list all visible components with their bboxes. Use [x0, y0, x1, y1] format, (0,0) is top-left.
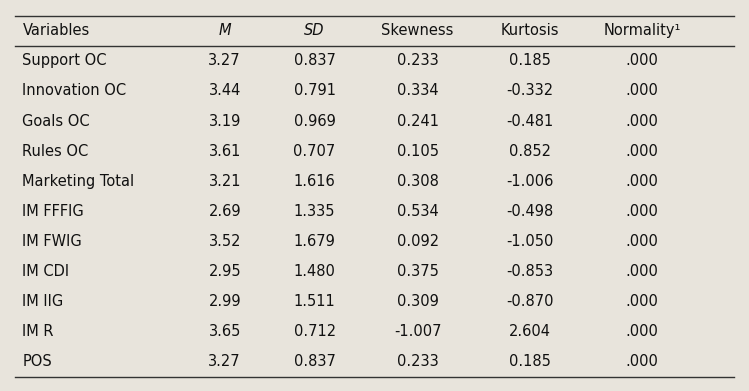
Text: 0.712: 0.712 [294, 324, 336, 339]
Text: -0.853: -0.853 [506, 264, 554, 279]
Text: IM R: IM R [22, 324, 54, 339]
Text: -0.332: -0.332 [506, 83, 554, 99]
Text: .000: .000 [626, 294, 658, 309]
Text: .000: .000 [626, 234, 658, 249]
Text: -0.498: -0.498 [506, 204, 554, 219]
Text: 0.791: 0.791 [294, 83, 336, 99]
Text: IM FWIG: IM FWIG [22, 234, 82, 249]
Text: Support OC: Support OC [22, 53, 107, 68]
Text: Variables: Variables [22, 23, 90, 38]
Text: Innovation OC: Innovation OC [22, 83, 127, 99]
Text: IM CDI: IM CDI [22, 264, 70, 279]
Text: 0.375: 0.375 [397, 264, 438, 279]
Text: 2.604: 2.604 [509, 324, 551, 339]
Text: 0.969: 0.969 [294, 113, 336, 129]
Text: -1.007: -1.007 [394, 324, 441, 339]
Text: Kurtosis: Kurtosis [500, 23, 560, 38]
Text: -0.870: -0.870 [506, 294, 554, 309]
Text: 1.679: 1.679 [294, 234, 336, 249]
Text: .000: .000 [626, 324, 658, 339]
Text: .000: .000 [626, 83, 658, 99]
Text: POS: POS [22, 354, 52, 369]
Text: 3.52: 3.52 [208, 234, 241, 249]
Text: 1.480: 1.480 [294, 264, 336, 279]
Text: M: M [219, 23, 231, 38]
Text: 0.092: 0.092 [396, 234, 439, 249]
Text: .000: .000 [626, 53, 658, 68]
Text: 0.309: 0.309 [397, 294, 438, 309]
Text: 3.44: 3.44 [208, 83, 241, 99]
Text: Marketing Total: Marketing Total [22, 174, 135, 189]
Text: 1.511: 1.511 [294, 294, 336, 309]
Text: 0.185: 0.185 [509, 53, 551, 68]
Text: Rules OC: Rules OC [22, 143, 88, 159]
Text: 0.852: 0.852 [509, 143, 551, 159]
Text: SD: SD [304, 23, 325, 38]
Text: 1.335: 1.335 [294, 204, 336, 219]
Text: 0.185: 0.185 [509, 354, 551, 369]
Text: 0.233: 0.233 [397, 53, 438, 68]
Text: Skewness: Skewness [381, 23, 454, 38]
Text: Normality¹: Normality¹ [604, 23, 681, 38]
Text: 0.105: 0.105 [396, 143, 439, 159]
Text: 3.27: 3.27 [208, 354, 241, 369]
Text: 3.61: 3.61 [208, 143, 241, 159]
Text: IM IIG: IM IIG [22, 294, 64, 309]
Text: .000: .000 [626, 113, 658, 129]
Text: 0.241: 0.241 [396, 113, 439, 129]
Text: 0.837: 0.837 [294, 354, 336, 369]
Text: -0.481: -0.481 [506, 113, 554, 129]
Text: 0.837: 0.837 [294, 53, 336, 68]
Text: .000: .000 [626, 174, 658, 189]
Text: .000: .000 [626, 143, 658, 159]
Text: .000: .000 [626, 264, 658, 279]
Text: 0.534: 0.534 [397, 204, 438, 219]
Text: 3.21: 3.21 [208, 174, 241, 189]
Text: .000: .000 [626, 204, 658, 219]
Text: 1.616: 1.616 [294, 174, 336, 189]
Text: 2.99: 2.99 [208, 294, 241, 309]
Text: 0.308: 0.308 [397, 174, 438, 189]
Text: 0.233: 0.233 [397, 354, 438, 369]
Text: 0.707: 0.707 [294, 143, 336, 159]
Text: Goals OC: Goals OC [22, 113, 90, 129]
Text: 0.334: 0.334 [397, 83, 438, 99]
Text: -1.006: -1.006 [506, 174, 554, 189]
Text: IM FFFIG: IM FFFIG [22, 204, 84, 219]
Text: -1.050: -1.050 [506, 234, 554, 249]
Text: .000: .000 [626, 354, 658, 369]
Text: 3.27: 3.27 [208, 53, 241, 68]
Text: 2.69: 2.69 [208, 204, 241, 219]
Text: 2.95: 2.95 [208, 264, 241, 279]
Text: 3.19: 3.19 [208, 113, 241, 129]
Text: 3.65: 3.65 [208, 324, 241, 339]
